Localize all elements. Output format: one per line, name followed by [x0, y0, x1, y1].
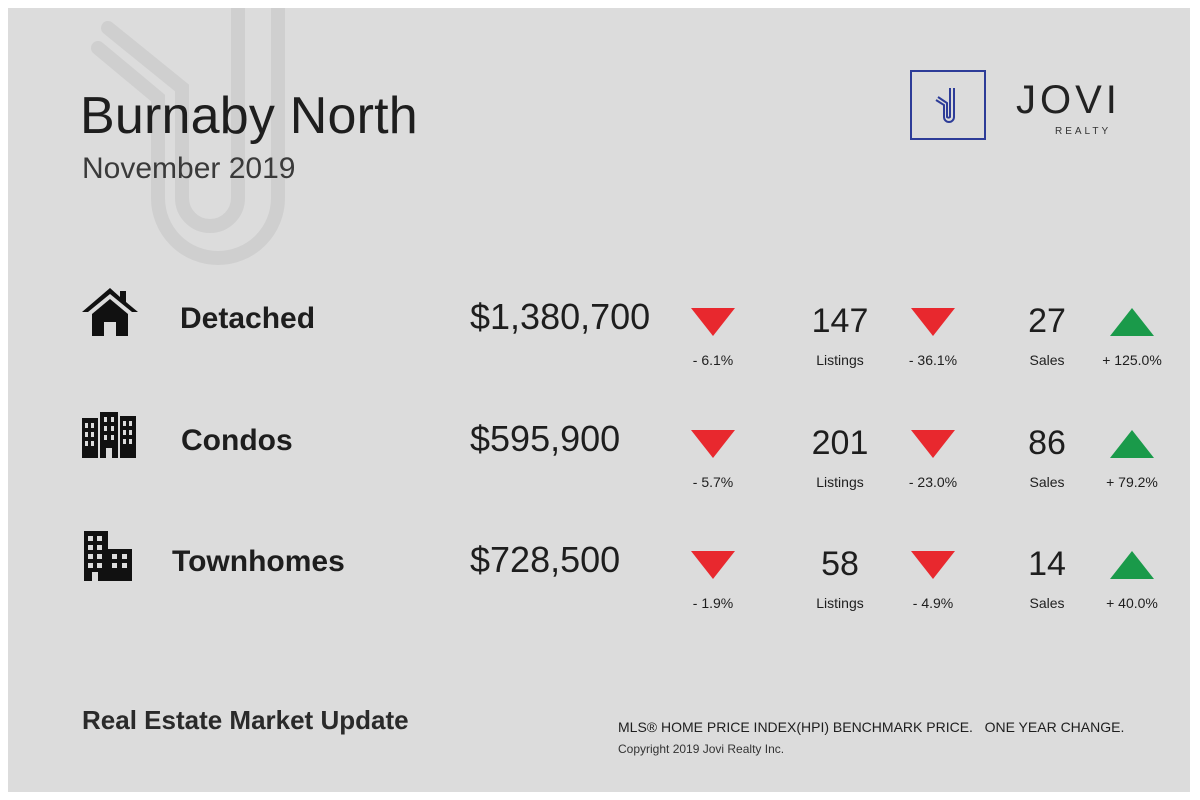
listings-label: Listings [816, 595, 864, 611]
sales-change: + 125.0% [1102, 352, 1162, 368]
jovi-j-icon [935, 88, 955, 123]
price-down-arrow-icon [691, 308, 735, 336]
listings-count: 147 [811, 302, 869, 340]
footer-title: Real Estate Market Update [82, 705, 409, 735]
detached-row: Detached $1,380,700 - 6.1% 147 Listings … [8, 286, 1190, 386]
jovi-logo-box [910, 70, 986, 140]
sales-change: + 40.0% [1106, 595, 1158, 611]
sales-up-arrow-icon [1110, 551, 1154, 579]
listings-label: Listings [816, 474, 864, 490]
listings-down-arrow-icon [911, 430, 955, 458]
sales-label: Sales [1029, 595, 1065, 611]
price-change: - 6.1% [692, 352, 734, 368]
listings-down-arrow-icon [911, 551, 955, 579]
brand-name: JOVI [1016, 78, 1121, 122]
sales-label: Sales [1029, 352, 1065, 368]
property-type: Townhomes [172, 545, 345, 578]
property-type: Condos [181, 424, 293, 457]
property-type: Detached [180, 302, 316, 335]
listings-label: Listings [816, 352, 864, 368]
brand-tagline: REALTY [1055, 126, 1112, 137]
benchmark-price: $728,500 [470, 539, 621, 580]
listings-count: 201 [811, 424, 869, 462]
sales-change: + 79.2% [1106, 474, 1158, 490]
benchmark-price: $595,900 [470, 418, 621, 459]
price-down-arrow-icon [691, 551, 735, 579]
sales-up-arrow-icon [1110, 430, 1154, 458]
price-down-arrow-icon [691, 430, 735, 458]
jovi-watermark-logo [91, 8, 285, 265]
benchmark-price: $1,380,700 [470, 296, 651, 337]
market-update-card: Burnaby North November 2019 JOVI REALTY … [8, 8, 1190, 792]
house-icon [82, 288, 138, 336]
hpi-note: MLS® HOME PRICE INDEX(HPI) BENCHMARK PRI… [618, 719, 1125, 735]
condos-row: Condos $595,900 - 5.7% 201 Listings - 23… [8, 408, 1190, 508]
sales-count: 27 [1028, 302, 1066, 340]
sales-count: 86 [1028, 424, 1066, 462]
price-change: - 1.9% [692, 595, 734, 611]
listings-down-arrow-icon [911, 308, 955, 336]
report-date: November 2019 [82, 152, 296, 185]
page-title: Burnaby North [80, 87, 418, 145]
sales-up-arrow-icon [1110, 308, 1154, 336]
listings-change: - 4.9% [912, 595, 954, 611]
townhomes-row: Townhomes $728,500 - 1.9% 58 Listings - … [8, 529, 1190, 629]
listings-change: - 36.1% [908, 352, 958, 368]
sales-label: Sales [1029, 474, 1065, 490]
condo-building-icon [82, 412, 136, 458]
sales-count: 14 [1028, 545, 1066, 583]
copyright-text: Copyright 2019 Jovi Realty Inc. [618, 742, 785, 756]
townhome-building-icon [84, 531, 132, 581]
price-change: - 5.7% [692, 474, 734, 490]
listings-change: - 23.0% [908, 474, 958, 490]
listings-count: 58 [821, 545, 859, 583]
